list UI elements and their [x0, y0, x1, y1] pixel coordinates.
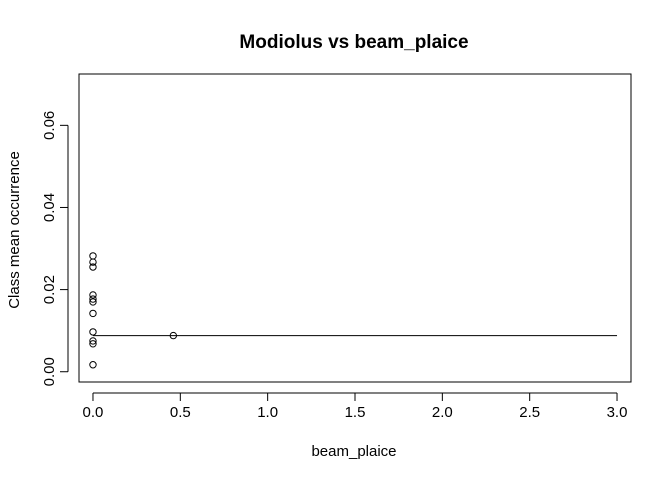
x-tick-label: 0.0: [83, 404, 104, 421]
x-axis-label: beam_plaice: [311, 443, 396, 460]
x-axis: 0.0 0.5 1.0 1.5 2.0 2.5 3.0: [83, 392, 628, 421]
data-point: [89, 340, 97, 348]
data-point: [89, 295, 97, 303]
data-points: [89, 252, 178, 369]
data-point: [89, 263, 97, 271]
x-tick-label: 0.5: [170, 404, 191, 421]
data-point: [89, 361, 97, 369]
data-point: [89, 328, 97, 336]
data-point: [89, 298, 97, 306]
x-tick-label: 2.5: [519, 404, 540, 421]
data-point: [89, 337, 97, 345]
plot-frame: [78, 73, 632, 383]
y-tick-label: 0.02: [41, 275, 58, 304]
data-point: [89, 252, 97, 260]
data-point: [89, 291, 97, 299]
x-tick-label: 2.0: [432, 404, 453, 421]
x-tick-label: 3.0: [607, 404, 628, 421]
data-point: [89, 258, 97, 266]
data-point: [89, 309, 97, 318]
chart-title: Modiolus vs beam_plaice: [239, 32, 468, 53]
y-axis-label: Class mean occurrence: [6, 151, 23, 309]
y-tick-label: 0.06: [41, 111, 58, 140]
y-axis: 0.00 0.02 0.04 0.06: [41, 111, 69, 386]
y-tick-label: 0.04: [41, 193, 58, 222]
x-tick-label: 1.5: [345, 404, 366, 421]
x-tick-label: 1.0: [257, 404, 278, 421]
y-tick-label: 0.00: [41, 357, 58, 386]
data-point: [169, 331, 178, 340]
